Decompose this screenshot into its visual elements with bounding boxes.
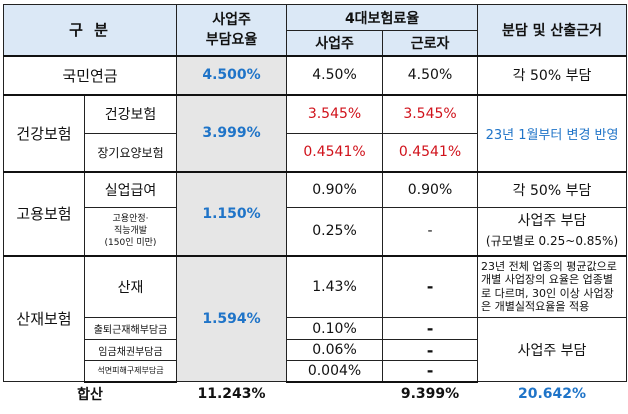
total-worker: 9.399%	[400, 386, 460, 402]
industrial-sub3-employer: 0.06%	[286, 339, 384, 361]
header-four-insurance: 4대보험료율	[286, 4, 479, 31]
total-employer-total: 11.243%	[197, 385, 266, 402]
total-employer-spacer	[287, 382, 383, 406]
employment-employer-total: 1.150%	[176, 170, 288, 256]
header-basis: 분담 및 산출근거	[477, 4, 628, 56]
industrial-sub1-worker: -	[382, 254, 479, 318]
employment-label: 고용보험	[3, 170, 85, 256]
employment-sub2-label-l3: (150인 미만)	[104, 238, 157, 249]
industrial-sub2-label: 출퇴근재해부담금	[83, 317, 178, 340]
industrial-sub1-basis: 23년 전체 업종의 평균값으로 개별 사업장의 요율은 업종별로 다르며, 3…	[477, 254, 628, 318]
header-employer: 사업주	[286, 30, 384, 56]
industrial-sub1-employer: 1.43%	[286, 254, 384, 318]
industrial-employer-total: 1.594%	[176, 254, 288, 382]
industrial-label: 산재보험	[3, 254, 85, 382]
industrial-sub2-employer: 0.10%	[286, 317, 384, 340]
health-sub2-worker: 0.4541%	[382, 133, 479, 172]
health-sub2-employer: 0.4541%	[286, 133, 384, 172]
employment-sub2-label: 고용안정· 직능개발 (150인 미만)	[83, 207, 178, 256]
industrial-sub4-worker: -	[382, 360, 479, 383]
employment-sub1-basis: 각 50% 부담	[477, 170, 628, 208]
industrial-sub3-label: 임금채권부담금	[83, 339, 178, 361]
health-sub2-label: 장기요양보험	[83, 133, 178, 172]
employment-sub2-basis-l2: (규모별로 0.25~0.85%)	[485, 234, 619, 249]
health-employer-total: 3.999%	[176, 93, 288, 172]
employment-sub2-employer: 0.25%	[286, 207, 384, 256]
employment-sub2-basis: 사업주 부담 (규모별로 0.25~0.85%)	[477, 207, 628, 256]
industrial-sub4-label: 석면피해구제부담금	[83, 360, 178, 383]
header-worker: 근로자	[382, 30, 479, 56]
health-sub1-worker: 3.545%	[382, 93, 479, 134]
employment-sub2-worker: -	[382, 207, 479, 256]
industrial-sub2-worker: -	[382, 317, 479, 340]
health-label: 건강보험	[3, 93, 85, 172]
industrial-sub1-label: 산재	[83, 254, 178, 318]
employment-sub1-employer: 0.90%	[286, 170, 384, 208]
header-employer-rate: 사업주 부담요율	[176, 4, 288, 56]
employment-sub2-basis-l1: 사업주 부담	[517, 213, 587, 230]
health-sub1-label: 건강보험	[83, 93, 178, 134]
header-category: 구 분	[2, 4, 178, 56]
pension-employer-total: 4.500%	[176, 54, 288, 95]
total-combined: 20.642%	[517, 385, 587, 402]
pension-employer: 4.50%	[286, 54, 384, 95]
insurance-rate-table: 구 분 사업주 부담요율 4대보험료율 분담 및 산출근거 사업주 근로자 국민…	[2, 4, 628, 406]
employment-sub2-label-l2: 직능개발	[113, 226, 148, 237]
pension-worker: 4.50%	[382, 54, 479, 95]
industrial-sub3-worker: -	[382, 339, 479, 361]
health-basis: 23년 1월부터 변경 반영	[477, 93, 628, 172]
health-sub1-employer: 3.545%	[286, 93, 384, 134]
pension-basis: 각 50% 부담	[477, 54, 628, 95]
employment-sub2-label-l1: 고용안정·	[112, 214, 149, 225]
employment-sub1-worker: 0.90%	[382, 170, 479, 208]
employment-sub1-label: 실업급여	[83, 170, 178, 208]
industrial-basis2: 사업주 부담	[477, 317, 628, 382]
industrial-sub4-employer: 0.004%	[286, 360, 384, 383]
header-employer-rate-line1: 사업주	[212, 11, 251, 28]
pension-label: 국민연금	[2, 54, 178, 95]
total-label: 합산	[77, 387, 103, 403]
header-employer-rate-line2: 부담요율	[205, 31, 258, 48]
